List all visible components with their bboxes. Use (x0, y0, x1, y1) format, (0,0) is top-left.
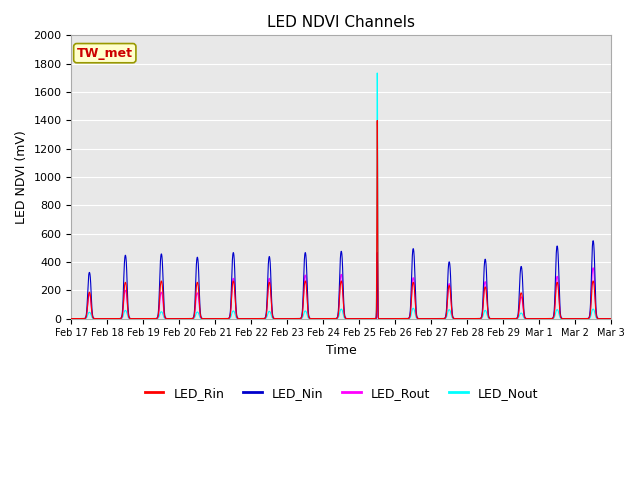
Title: LED NDVI Channels: LED NDVI Channels (268, 15, 415, 30)
Y-axis label: LED NDVI (mV): LED NDVI (mV) (15, 130, 28, 224)
X-axis label: Time: Time (326, 344, 356, 357)
Text: TW_met: TW_met (77, 47, 133, 60)
Legend: LED_Rin, LED_Nin, LED_Rout, LED_Nout: LED_Rin, LED_Nin, LED_Rout, LED_Nout (140, 382, 543, 405)
